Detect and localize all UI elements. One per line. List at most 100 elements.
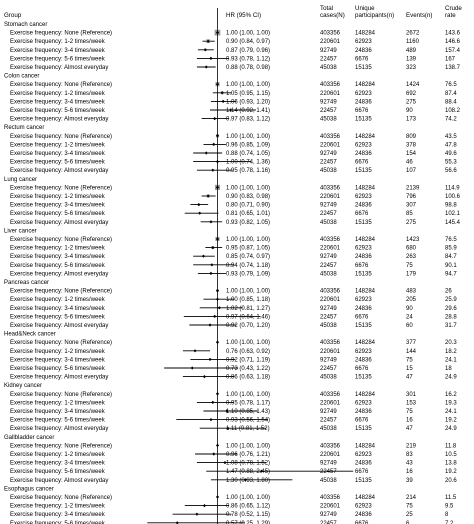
crude-rate-value: 49.6 <box>445 151 457 157</box>
crude-rate-value: 85.9 <box>445 246 457 252</box>
total-cases-value: 220601 <box>320 452 341 458</box>
hr-point <box>206 194 210 198</box>
total-cases-value: 22457 <box>320 160 337 166</box>
total-cases-value: 45038 <box>320 271 337 277</box>
row-label: Exercise frequency: Almost everyday <box>10 478 108 484</box>
row-label: Exercise frequency: 3-4 times/week <box>10 409 106 415</box>
row-label: Exercise frequency: None (Reference) <box>10 289 112 295</box>
row-label: Exercise frequency: None (Reference) <box>10 392 112 398</box>
crude-rate-value: 20.3 <box>445 340 457 346</box>
hr-ci-text: 1.11 (0.81, 1.52) <box>226 426 270 432</box>
hr-point <box>208 357 212 361</box>
hr-ci-text: 1.00 (1.00, 1.00) <box>226 495 270 501</box>
unique-participants-value: 148284 <box>355 392 376 398</box>
row-label: Exercise frequency: None (Reference) <box>10 134 112 140</box>
hr-point <box>221 99 225 103</box>
header-unique-line1: Unique <box>355 5 375 12</box>
section-title: Rectum cancer <box>4 125 44 131</box>
x-axis: .311.3 <box>217 8 218 524</box>
unique-participants-value: 6676 <box>355 366 369 372</box>
total-cases-value: 403356 <box>320 495 341 501</box>
events-value: 378 <box>406 142 417 148</box>
hr-ci-text: 0.86 (0.63, 1.18) <box>226 375 270 381</box>
total-cases-value: 220601 <box>320 246 341 252</box>
total-cases-value: 220601 <box>320 194 341 200</box>
events-value: 263 <box>406 254 417 260</box>
crude-rate-value: 13.8 <box>445 461 457 467</box>
crude-rate-value: 138.7 <box>445 65 461 71</box>
hr-ci-text: 0.85 (0.74, 0.97) <box>226 254 270 260</box>
row-label: Exercise frequency: 5-6 times/week <box>10 160 106 166</box>
events-value: 301 <box>406 392 417 398</box>
crude-rate-value: 94.7 <box>445 271 457 277</box>
hr-ci-text: 0.76 (0.63, 0.92) <box>226 349 270 355</box>
total-cases-value: 220601 <box>320 91 341 97</box>
hr-point <box>203 48 207 52</box>
hr-ci-text: 0.92 (0.70, 1.20) <box>226 323 270 329</box>
total-cases-value: 403356 <box>320 185 341 191</box>
hr-point <box>208 323 212 327</box>
total-cases-value: 220601 <box>320 39 341 45</box>
hr-ci-text: 0.93 (0.78, 1.12) <box>226 56 270 62</box>
unique-participants-value: 148284 <box>355 443 376 449</box>
events-value: 75 <box>406 504 413 510</box>
total-cases-value: 403356 <box>320 392 341 398</box>
unique-participants-value: 24836 <box>355 151 372 157</box>
row-label: Exercise frequency: None (Reference) <box>10 340 112 346</box>
total-cases-value: 45038 <box>320 117 337 123</box>
events-value: 46 <box>406 160 413 166</box>
events-value: 25 <box>406 512 413 518</box>
total-cases-value: 92749 <box>320 306 337 312</box>
hr-ci-text: 0.87 (0.79, 0.96) <box>226 48 270 54</box>
row-label: Exercise frequency: 1-2 times/week <box>10 142 106 148</box>
hr-point <box>210 263 214 267</box>
unique-participants-value: 24836 <box>355 357 372 363</box>
row-label: Exercise frequency: 1-2 times/week <box>10 504 106 510</box>
events-value: 90 <box>406 108 413 114</box>
header-unique-line2: participants(n) <box>355 12 394 19</box>
crude-rate-value: 16.2 <box>445 392 457 398</box>
row-label: Exercise frequency: 1-2 times/week <box>10 39 106 45</box>
hr-point <box>243 478 248 482</box>
hr-ci-text: 0.97 (0.83, 1.12) <box>226 117 270 123</box>
row-label: Exercise frequency: Almost everyday <box>10 168 108 174</box>
hr-ci-text: 1.00 (0.74, 1.36) <box>226 160 270 166</box>
events-value: 6 <box>406 521 410 524</box>
unique-participants-value: 62923 <box>355 504 372 510</box>
hr-ci-text: 1.14 (0.92, 1.41) <box>226 108 270 114</box>
crude-rate-value: 90.1 <box>445 263 457 269</box>
row-label: Exercise frequency: 1-2 times/week <box>10 194 106 200</box>
total-cases-value: 92749 <box>320 461 337 467</box>
unique-participants-value: 15135 <box>355 478 372 484</box>
crude-rate-value: 18 <box>445 366 452 372</box>
crude-rate-value: 7.2 <box>445 521 454 524</box>
crude-rate-value: 146.6 <box>445 39 461 45</box>
crude-rate-value: 18.2 <box>445 349 457 355</box>
events-value: 323 <box>406 65 417 71</box>
hr-ci-text: 1.00 (1.00, 1.00) <box>226 134 270 140</box>
total-cases-value: 220601 <box>320 400 341 406</box>
unique-participants-value: 62923 <box>355 246 372 252</box>
events-value: 275 <box>406 220 417 226</box>
hr-ci-text: 0.95 (0.78, 1.17) <box>226 400 270 406</box>
hr-point <box>226 426 230 430</box>
row-label: Exercise frequency: 3-4 times/week <box>10 48 106 54</box>
total-cases-value: 220601 <box>320 504 341 510</box>
total-cases-value: 92749 <box>320 357 337 363</box>
total-cases-value: 220601 <box>320 142 341 148</box>
crude-rate-value: 145.4 <box>445 220 461 226</box>
section-title: Kidney cancer <box>4 383 42 389</box>
crude-rate-value: 43.5 <box>445 134 457 140</box>
hr-ci-text: 0.78 (0.52, 1.15) <box>226 512 270 518</box>
total-cases-value: 22457 <box>320 314 337 320</box>
total-cases-value: 22457 <box>320 521 337 524</box>
unique-participants-value: 62923 <box>355 142 372 148</box>
total-cases-value: 92749 <box>320 203 337 209</box>
row-label: Exercise frequency: 5-6 times/week <box>10 108 106 114</box>
unique-participants-value: 62923 <box>355 349 372 355</box>
unique-participants-value: 15135 <box>355 220 372 226</box>
hr-ci-text: 0.88 (0.74, 1.05) <box>226 151 270 157</box>
crude-rate-value: 24.9 <box>445 375 457 381</box>
crude-rate-value: 76.5 <box>445 237 457 243</box>
hr-ci-text: 0.81 (0.65, 1.01) <box>226 211 270 217</box>
